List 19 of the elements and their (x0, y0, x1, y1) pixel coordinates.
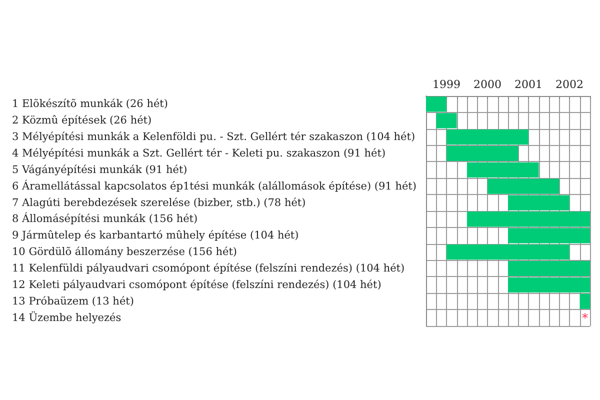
y-tick-label: 6 Áramellátással kapcsolatos ép1tési munkák (alállomások építése) (91 hét) (12, 179, 416, 192)
x-tick-label: 2000 (474, 78, 502, 91)
y-tick-label: 2 Közmû építések (26 hét) (12, 114, 152, 127)
y-tick-label: 4 Mélyépítési munkák a Szt. Gellért tér - Keleti pu. szakaszon (91 hét) (12, 148, 386, 160)
y-tick-label: 8 Állomásépítési munkák (156 hét) (12, 212, 198, 226)
y-tick-label: 9 Jármûtelep és karbantartó mûhely építése (104 hét) (12, 230, 299, 242)
annotation: * (582, 310, 588, 325)
y-tick-label: 11 Kelenfüldi pályaudvari csomópont építése (felszíni rendezés) (104 hét) (12, 262, 405, 274)
x-tick-label: 2001 (514, 78, 542, 91)
x-tick-label: 1999 (432, 78, 460, 91)
y-tick-label: 13 Próbaüzem (13 hét) (12, 295, 134, 308)
y-tick-label: 1 Elõkészítõ munkák (26 hét) (12, 98, 168, 110)
y-tick-label: 7 Alagúti berebdezések szerelése (bizber, stb.) (78 hét) (12, 196, 306, 209)
y-tick-label: 12 Keleti pályaudvari csomópont építése (felszíni rendezés) (104 hét) (12, 278, 382, 291)
y-tick-label: 3 Mélyépítési munkák a Kelenföldi pu. - Szt. Gellért tér szakaszon (104 hét) (12, 131, 416, 144)
x-tick-label: 2002 (556, 78, 584, 91)
y-tick-label: 5 Vágányépítési munkák (91 hét) (12, 164, 188, 176)
y-tick-label: 14 Üzembe helyezés (12, 310, 122, 324)
y-tick-label: 10 Gördülõ állomány beszerzése (156 hét) (12, 246, 238, 258)
